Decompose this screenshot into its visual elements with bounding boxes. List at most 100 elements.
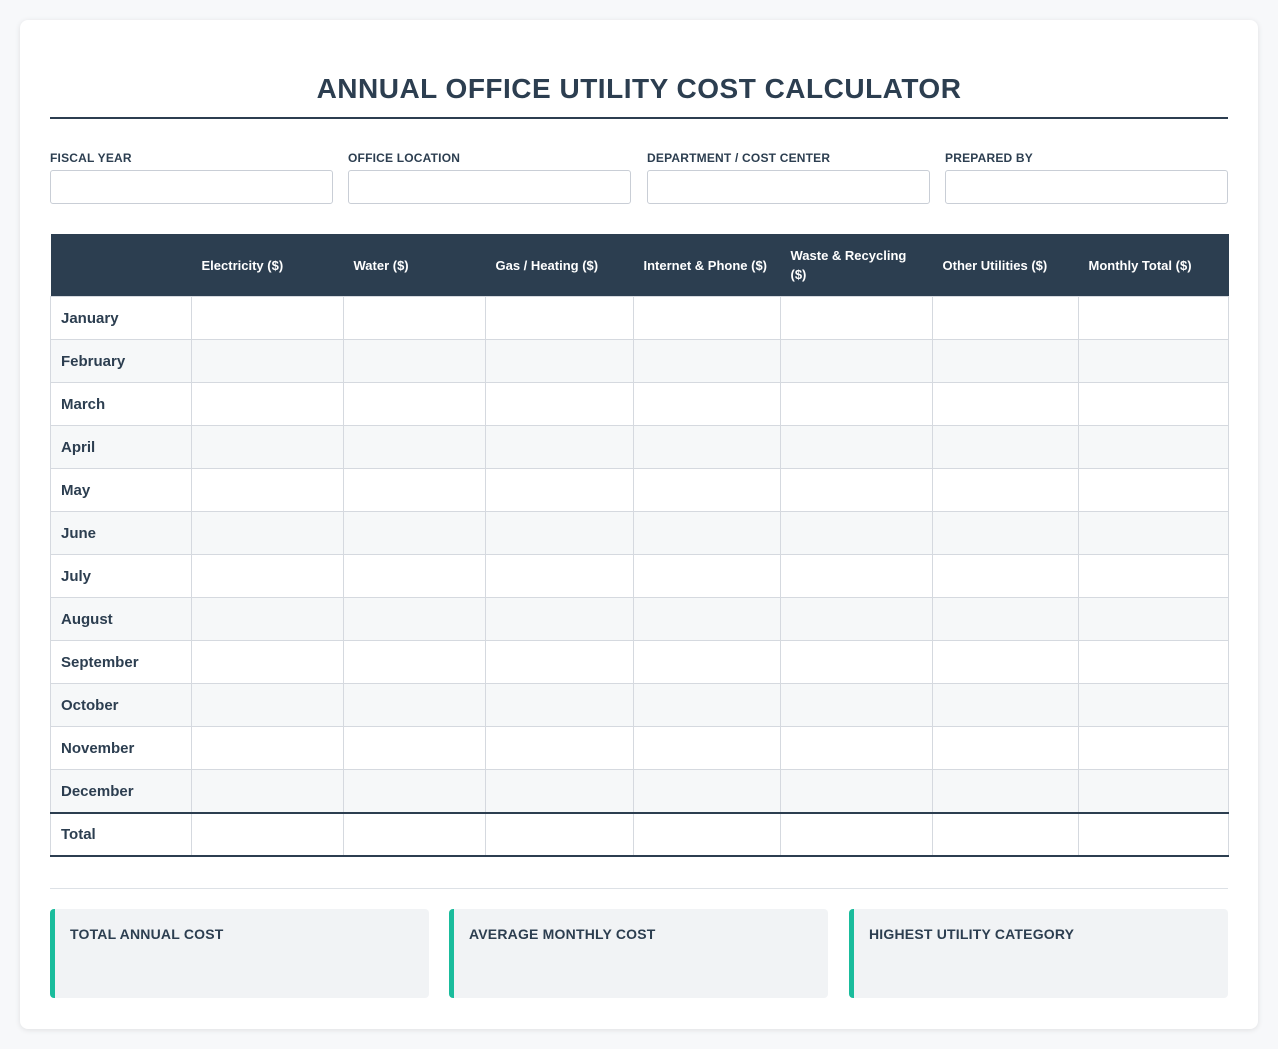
- cost-input-cell[interactable]: [191, 425, 344, 469]
- cost-input-cell[interactable]: [485, 468, 634, 512]
- utility-cost-table: Electricity ($) Water ($) Gas / Heating ($…: [50, 234, 1229, 857]
- month-label: November: [50, 726, 192, 770]
- cost-input-cell[interactable]: [485, 640, 634, 684]
- cost-input-cell[interactable]: [633, 769, 781, 814]
- cost-input-cell[interactable]: [633, 511, 781, 555]
- cost-input-cell[interactable]: [191, 769, 344, 814]
- cost-input-cell[interactable]: [343, 468, 486, 512]
- cost-input-cell[interactable]: [932, 554, 1079, 598]
- cost-input-cell[interactable]: [191, 554, 344, 598]
- cost-input-cell[interactable]: [343, 640, 486, 684]
- monthly-total-cell: [1078, 683, 1229, 727]
- cost-input-cell[interactable]: [485, 554, 634, 598]
- cost-input-cell[interactable]: [932, 769, 1079, 814]
- cost-input-cell[interactable]: [780, 511, 933, 555]
- highest-utility-category-card: HIGHEST UTILITY CATEGORY: [849, 909, 1228, 998]
- cost-input-cell[interactable]: [485, 683, 634, 727]
- cost-input-cell[interactable]: [485, 296, 634, 340]
- cost-input-cell[interactable]: [932, 339, 1079, 383]
- monthly-total-cell: [1078, 425, 1229, 469]
- total-row: Total: [50, 812, 1229, 857]
- department-input[interactable]: [647, 170, 930, 204]
- cost-input-cell[interactable]: [343, 382, 486, 426]
- cost-input-cell[interactable]: [780, 339, 933, 383]
- cost-input-cell[interactable]: [932, 296, 1079, 340]
- column-header: Waste & Recycling ($): [780, 234, 933, 297]
- cost-input-cell[interactable]: [932, 640, 1079, 684]
- table-row: January: [50, 296, 1229, 340]
- cost-input-cell[interactable]: [343, 296, 486, 340]
- cost-input-cell[interactable]: [633, 468, 781, 512]
- table-header-row: Electricity ($) Water ($) Gas / Heating ($…: [50, 234, 1229, 297]
- cost-input-cell[interactable]: [780, 683, 933, 727]
- cost-input-cell[interactable]: [343, 554, 486, 598]
- cost-input-cell[interactable]: [932, 597, 1079, 641]
- prepared-by-input[interactable]: [945, 170, 1228, 204]
- cost-input-cell[interactable]: [780, 554, 933, 598]
- column-header: Other Utilities ($): [932, 234, 1079, 297]
- cost-input-cell[interactable]: [191, 640, 344, 684]
- cost-input-cell[interactable]: [191, 683, 344, 727]
- cost-input-cell[interactable]: [343, 769, 486, 814]
- cost-input-cell[interactable]: [343, 726, 486, 770]
- cost-input-cell[interactable]: [343, 597, 486, 641]
- cost-input-cell[interactable]: [485, 425, 634, 469]
- cost-input-cell[interactable]: [343, 425, 486, 469]
- average-monthly-cost-value: [469, 950, 828, 974]
- month-label: May: [50, 468, 192, 512]
- cost-input-cell[interactable]: [191, 511, 344, 555]
- table-row: June: [50, 511, 1229, 555]
- cost-input-cell[interactable]: [485, 769, 634, 814]
- cost-input-cell[interactable]: [633, 425, 781, 469]
- cost-input-cell[interactable]: [191, 382, 344, 426]
- cost-input-cell[interactable]: [780, 425, 933, 469]
- cost-input-cell[interactable]: [633, 726, 781, 770]
- table-row: September: [50, 640, 1229, 684]
- cost-input-cell[interactable]: [780, 769, 933, 814]
- cost-input-cell[interactable]: [485, 511, 634, 555]
- cost-input-cell[interactable]: [633, 339, 781, 383]
- office-location-input[interactable]: [348, 170, 631, 204]
- cost-input-cell[interactable]: [932, 511, 1079, 555]
- cost-input-cell[interactable]: [343, 339, 486, 383]
- total-label: Total: [50, 812, 192, 857]
- month-label: February: [50, 339, 192, 383]
- cost-input-cell[interactable]: [485, 382, 634, 426]
- cost-input-cell[interactable]: [485, 726, 634, 770]
- cost-input-cell[interactable]: [780, 296, 933, 340]
- cost-input-cell[interactable]: [932, 382, 1079, 426]
- cost-input-cell[interactable]: [191, 296, 344, 340]
- cost-input-cell[interactable]: [485, 597, 634, 641]
- cost-input-cell[interactable]: [780, 640, 933, 684]
- cost-input-cell[interactable]: [780, 468, 933, 512]
- cost-input-cell[interactable]: [343, 511, 486, 555]
- cost-input-cell[interactable]: [780, 382, 933, 426]
- cost-input-cell[interactable]: [633, 683, 781, 727]
- summary-divider: [50, 888, 1228, 889]
- cost-input-cell[interactable]: [633, 296, 781, 340]
- fiscal-year-input[interactable]: [50, 170, 333, 204]
- cost-input-cell[interactable]: [191, 726, 344, 770]
- average-monthly-cost-label: AVERAGE MONTHLY COST: [469, 926, 656, 942]
- cost-input-cell[interactable]: [191, 597, 344, 641]
- office-location-label: OFFICE LOCATION: [348, 151, 461, 165]
- column-header: Internet & Phone ($): [633, 234, 781, 297]
- cost-input-cell[interactable]: [485, 339, 634, 383]
- cost-input-cell[interactable]: [191, 339, 344, 383]
- cost-input-cell[interactable]: [932, 468, 1079, 512]
- cost-input-cell[interactable]: [633, 597, 781, 641]
- cost-input-cell[interactable]: [633, 640, 781, 684]
- column-header: Monthly Total ($): [1078, 234, 1229, 297]
- cost-input-cell[interactable]: [932, 726, 1079, 770]
- cost-input-cell[interactable]: [343, 683, 486, 727]
- cost-input-cell[interactable]: [780, 597, 933, 641]
- cost-input-cell[interactable]: [191, 468, 344, 512]
- cost-input-cell[interactable]: [633, 382, 781, 426]
- cost-input-cell[interactable]: [633, 554, 781, 598]
- cost-input-cell[interactable]: [932, 425, 1079, 469]
- column-total-cell: [191, 812, 344, 857]
- column-total-cell: [343, 812, 486, 857]
- highest-utility-category-value: [869, 950, 1228, 974]
- cost-input-cell[interactable]: [780, 726, 933, 770]
- cost-input-cell[interactable]: [932, 683, 1079, 727]
